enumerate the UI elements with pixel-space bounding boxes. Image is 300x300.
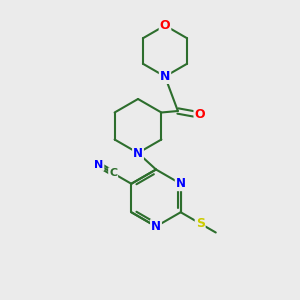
Text: N: N xyxy=(151,220,161,233)
Text: N: N xyxy=(176,177,186,190)
Text: S: S xyxy=(196,217,205,230)
Text: N: N xyxy=(160,70,170,83)
Text: O: O xyxy=(194,107,205,121)
Text: O: O xyxy=(160,19,170,32)
Text: N: N xyxy=(133,146,143,160)
Text: N: N xyxy=(94,160,104,170)
Text: C: C xyxy=(109,168,117,178)
